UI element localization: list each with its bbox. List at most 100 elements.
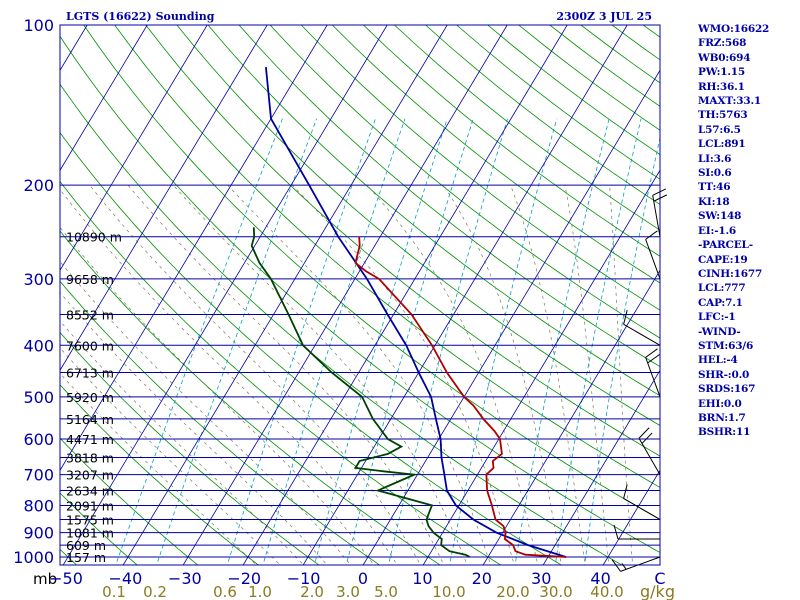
isotherm [0,25,27,568]
index-item: -WIND- [698,325,741,338]
temperature-tick-label: 20 [472,569,492,588]
index-item: FRZ:568 [698,37,747,50]
isotherm [60,25,148,172]
wind-barb [613,524,660,540]
index-item: EI:-1.6 [698,224,737,237]
mixing-ratio-unit-label: g/kg [640,582,675,600]
index-item: LCL:891 [698,138,746,151]
wind-barb [623,310,661,346]
wind-barb [611,556,661,572]
plot-frame [59,24,661,566]
dry-adiabat [60,437,199,565]
height-label: 4471 m [66,432,114,447]
height-label: 1081 m [66,526,114,541]
moist-adiabat [60,372,257,565]
index-item: RH:36.1 [698,80,745,93]
wind-barb-feather [645,348,658,358]
temperature-tick-label: C [654,569,665,588]
wind-barb-feather [641,432,653,444]
height-label: 5164 m [66,412,114,427]
isotherm [542,369,660,565]
mixing-ratio-tick-label: 0.2 [143,583,167,600]
moist-adiabat [366,184,539,565]
wind-barb-feather [647,354,660,364]
height-label: 9658 m [66,272,114,287]
wind-barb-feather [623,310,628,325]
mixing-ratio-tick-label: 0.6 [213,583,237,600]
dry-adiabat [60,492,138,565]
isotherm [60,25,208,272]
index-item: SI:0.6 [698,167,732,180]
isotherm [482,269,660,565]
sounding-title: LGTS (16622) Sounding [66,10,215,23]
index-item: CAPE:19 [698,253,748,266]
index-item: PW:1.15 [698,66,746,79]
index-item: LFC:-1 [698,311,736,324]
mixing-ratio-tick-label: 10.0 [432,583,465,600]
index-item: WB0:694 [698,51,751,64]
wind-barb-half-feather [621,563,627,570]
mixing-ratio-tick-label: 2.0 [300,583,324,600]
temperature-line [354,236,567,558]
moist-adiabat [173,184,468,565]
mixing-ratio-tick-label: 40.0 [590,583,623,600]
moist-adiabat [127,184,445,565]
height-label: 2091 m [66,498,114,513]
wind-barb [645,230,661,279]
dry-adiabat [60,331,320,565]
height-label: 5920 m [66,390,114,405]
pressure-tick-label: 1000 [13,548,54,567]
dry-adiabat [60,280,381,565]
mixing-ratio-tick-label: 30.0 [539,583,572,600]
height-label: 1575 m [66,512,114,527]
dry-adiabat [176,25,660,426]
mixing-ratio-tick-label: 5.0 [374,583,398,600]
wind-barb-feather [645,230,658,240]
wind-barb-staff [623,498,661,520]
wind-barb-staff [652,195,661,237]
isotherm [122,25,448,565]
height-label: 2634 m [66,484,114,499]
mixing-ratio-tick-label: 20.0 [496,583,529,600]
height-label: 6713 m [66,366,114,381]
index-item: BSHR:11 [698,426,751,439]
index-item: TH:5763 [698,109,748,122]
temperature-tick-label: −20 [227,569,261,588]
index-item: TT:46 [698,181,731,194]
height-label: 3818 m [66,450,114,465]
moist-adiabat [60,260,352,565]
pressure-tick-label: 500 [23,388,54,407]
wind-barb-feather [623,484,628,499]
wind-barb-feather [653,194,668,202]
dewpoint-line [250,227,471,558]
isotherm [60,25,328,472]
index-item: SHR-:0.0 [698,368,750,381]
isotherm [362,69,660,565]
wind-barb [623,484,661,520]
dry-adiabat [269,25,660,339]
temperature-tick-label: −40 [109,569,143,588]
temperature-tick-label: −10 [287,569,321,588]
pressure-tick-label: 200 [23,176,54,195]
moist-adiabat [89,184,421,565]
index-item: CINH:1677 [698,267,763,280]
moist-adiabat [60,226,375,565]
index-item: MAXT:33.1 [698,95,762,108]
height-label: 10890 m [66,230,122,245]
index-item: WMO:16622 [698,23,770,35]
isotherm [182,25,508,565]
pressure-tick-label: 900 [23,524,54,543]
wind-barb-feather [638,427,650,439]
dry-adiabat [145,25,660,457]
moist-adiabat [292,184,515,565]
pressure-tick-label: 400 [23,336,54,355]
moist-adiabat [510,184,586,565]
temperature-tick-label: 10 [412,569,432,588]
index-item: -PARCEL- [698,239,753,252]
index-item: STM:63/6 [698,339,754,352]
wind-barb-feather [611,559,621,572]
dry-adiabat [60,180,502,565]
wind-barb-feather [613,524,619,540]
index-item: LI:3.6 [698,152,732,165]
